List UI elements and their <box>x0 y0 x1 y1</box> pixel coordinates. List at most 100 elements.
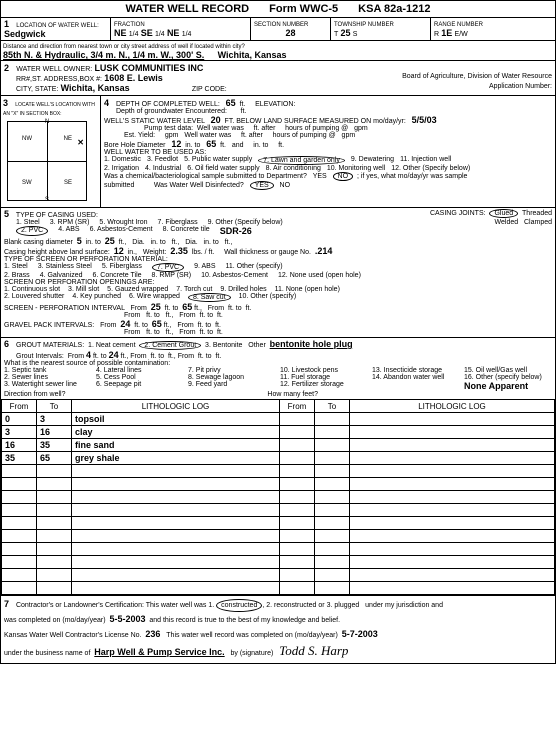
ksa: KSA 82a-1212 <box>358 3 430 15</box>
date1: 5-5-2003 <box>109 614 145 624</box>
screen-pvc: 7. PVC <box>152 263 184 272</box>
disinfect-yes: YES <box>250 181 274 190</box>
location-cell: 1 LOCATION OF WATER WELL: Sedgwick <box>1 18 111 40</box>
log-row: 3565grey shale <box>2 452 555 465</box>
sec3-4-row: 3 LOCATE WELL'S LOCATION WITH AN "X" IN … <box>1 95 555 207</box>
log-row <box>2 543 555 556</box>
section-box: NW NE SW SE ✕ <box>7 121 87 201</box>
log-row <box>2 530 555 543</box>
spi-label: SCREEN - PERFORATION INTERVAL <box>4 305 125 312</box>
distance-value: 85th N. & Hydraulic, 3/4 m. N., 1/4 m. W… <box>3 50 204 60</box>
wall: .214 <box>315 246 333 256</box>
static-label: WELL'S STATIC WATER LEVEL <box>104 118 205 125</box>
use-lawn: 7. Lawn and garden only <box>258 156 345 165</box>
screen-label: TYPE OF SCREEN OR PERFORATION MATERIAL: <box>4 256 168 263</box>
completed-pre: was completed on (mo/day/year) <box>4 617 106 624</box>
owner-name: LUSK COMMUNITIES INC <box>94 63 203 73</box>
section-cell: SECTION NUMBER 28 <box>251 18 331 40</box>
grout-label: GROUT MATERIALS: <box>16 342 84 349</box>
casing-pvc: 2. PVC <box>16 226 48 236</box>
sec6-num: 6 <box>4 339 14 349</box>
fraction-v1: NE <box>114 28 127 38</box>
biz: Harp Well & Pump Service Inc. <box>94 647 224 657</box>
bore-to: 65 <box>206 139 216 149</box>
lic: 236 <box>145 629 160 639</box>
owner-row: 2 WATER WELL OWNER: LUSK COMMUNITIES INC… <box>1 60 555 95</box>
height: 12 <box>114 246 124 256</box>
log-from-h: From <box>2 400 37 413</box>
owner-city: Wichita, Kansas <box>61 83 130 93</box>
section-label: SECTION NUMBER <box>254 22 308 28</box>
zip-label: ZIP CODE: <box>192 86 227 93</box>
grout-other: bentonite hole plug <box>270 339 353 349</box>
wall-label: Wall thickness or gauge No. <box>224 249 311 256</box>
joint-glued: Glued <box>489 209 518 218</box>
city-label: CITY, STATE: <box>16 86 58 93</box>
gpi-to: 65 <box>152 319 162 329</box>
range-value: 1E <box>441 28 452 38</box>
owner-label: WATER WELL OWNER: <box>16 66 92 73</box>
cert-pre: Contractor's or Landowner's Certificatio… <box>16 602 214 609</box>
height-label: Casing height above land surface: <box>4 249 110 256</box>
dir-label: Direction from well? <box>4 391 65 398</box>
opening-sawcut: 8. Saw cut <box>188 293 231 302</box>
static-date: 5/5/03 <box>412 115 437 125</box>
gw-label: Depth of groundwater Encountered: <box>116 108 227 115</box>
log-row: 03topsoil <box>2 413 555 426</box>
bore: 12 <box>171 139 181 149</box>
log-row <box>2 478 555 491</box>
header-row-1: 1 LOCATION OF WATER WELL: Sedgwick FRACT… <box>1 17 555 40</box>
grout-cement: 2. Cement Grout <box>139 341 201 350</box>
static: 20 <box>211 115 221 125</box>
fraction-v3: NE <box>167 28 180 38</box>
casing-label: TYPE OF CASING USED: <box>16 212 98 219</box>
sec3-label: LOCATE WELL'S LOCATION WITH AN "X" IN SE… <box>3 102 95 117</box>
log-row <box>2 582 555 595</box>
blank-dia: 5 <box>77 236 82 246</box>
sec1-num: 1 <box>4 19 14 29</box>
log-row: 1635fine sand <box>2 439 555 452</box>
x-mark: ✕ <box>77 138 84 147</box>
board: Board of Agriculture, Division of Water … <box>402 73 552 80</box>
gpi-from: 24 <box>120 319 130 329</box>
biz-pre: under the business name of <box>4 650 90 657</box>
est-label: Est. Yield: <box>124 132 155 139</box>
log-row <box>2 504 555 517</box>
sec2-num: 2 <box>4 63 14 73</box>
gi-from: 4 <box>86 350 91 360</box>
section-value: 28 <box>254 28 327 38</box>
sec5: 5 TYPE OF CASING USED: CASING JOINTS: Gl… <box>1 207 555 337</box>
log-row <box>2 491 555 504</box>
sec4-num: 4 <box>104 98 114 108</box>
sec3: 3 LOCATE WELL'S LOCATION WITH AN "X" IN … <box>1 96 101 207</box>
log-row <box>2 556 555 569</box>
fraction-v2: SE <box>141 28 153 38</box>
sec4: 4 DEPTH OF COMPLETED WELL: 65 ft. ELEVAT… <box>101 96 555 207</box>
log-row <box>2 465 555 478</box>
sec7-num: 7 <box>4 597 14 611</box>
log-row <box>2 569 555 582</box>
constructed: constructed <box>216 599 262 612</box>
date2: 5-7-2003 <box>342 629 378 639</box>
spi-to: 65 <box>182 302 192 312</box>
lic-pre: Kansas Water Well Contractor's License N… <box>4 632 142 639</box>
title: WATER WELL RECORD <box>125 3 249 15</box>
none-apparent: None Apparent <box>464 381 552 391</box>
bore-label: Bore Hole Diameter <box>104 142 165 149</box>
title-row: WATER WELL RECORD Form WWC-5 KSA 82a-121… <box>1 1 555 17</box>
sec3-num: 3 <box>3 98 13 108</box>
pump-label: Pump test data: <box>144 125 193 132</box>
township-value: 25 <box>341 28 351 38</box>
use-label: WELL WATER TO BE USED AS: <box>104 149 206 156</box>
log-litho-h2: LITHOLOGIC LOG <box>350 400 555 413</box>
static-post: FT. BELOW LAND SURFACE MEASURED ON mo/da… <box>225 118 406 125</box>
uses-list-2: 2. Irrigation 4. Industrial 6. Oil field… <box>104 165 552 172</box>
src-label: What is the nearest source of possible c… <box>4 360 170 367</box>
log-litho-h: LITHOLOGIC LOG <box>72 400 280 413</box>
form-no: Form WWC-5 <box>269 3 338 15</box>
disinfect-label: Was Water Well Disinfected? <box>154 182 244 189</box>
range-cell: RANGE NUMBER R 1E E/W <box>431 18 555 40</box>
distance-row: Distance and direction from nearest town… <box>1 40 555 60</box>
gpi-label: GRAVEL PACK INTERVALS: <box>4 322 94 329</box>
feet-label: How many feet? <box>267 391 318 398</box>
